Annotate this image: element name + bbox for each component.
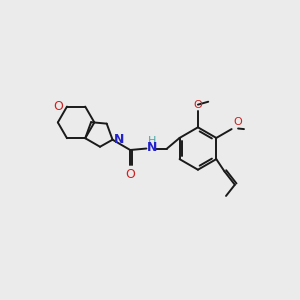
Text: O: O [194,100,202,110]
Text: O: O [233,117,242,127]
Text: H: H [148,136,156,146]
Text: N: N [113,133,124,146]
Text: O: O [54,100,63,113]
Text: N: N [147,141,158,154]
Text: O: O [125,168,135,181]
